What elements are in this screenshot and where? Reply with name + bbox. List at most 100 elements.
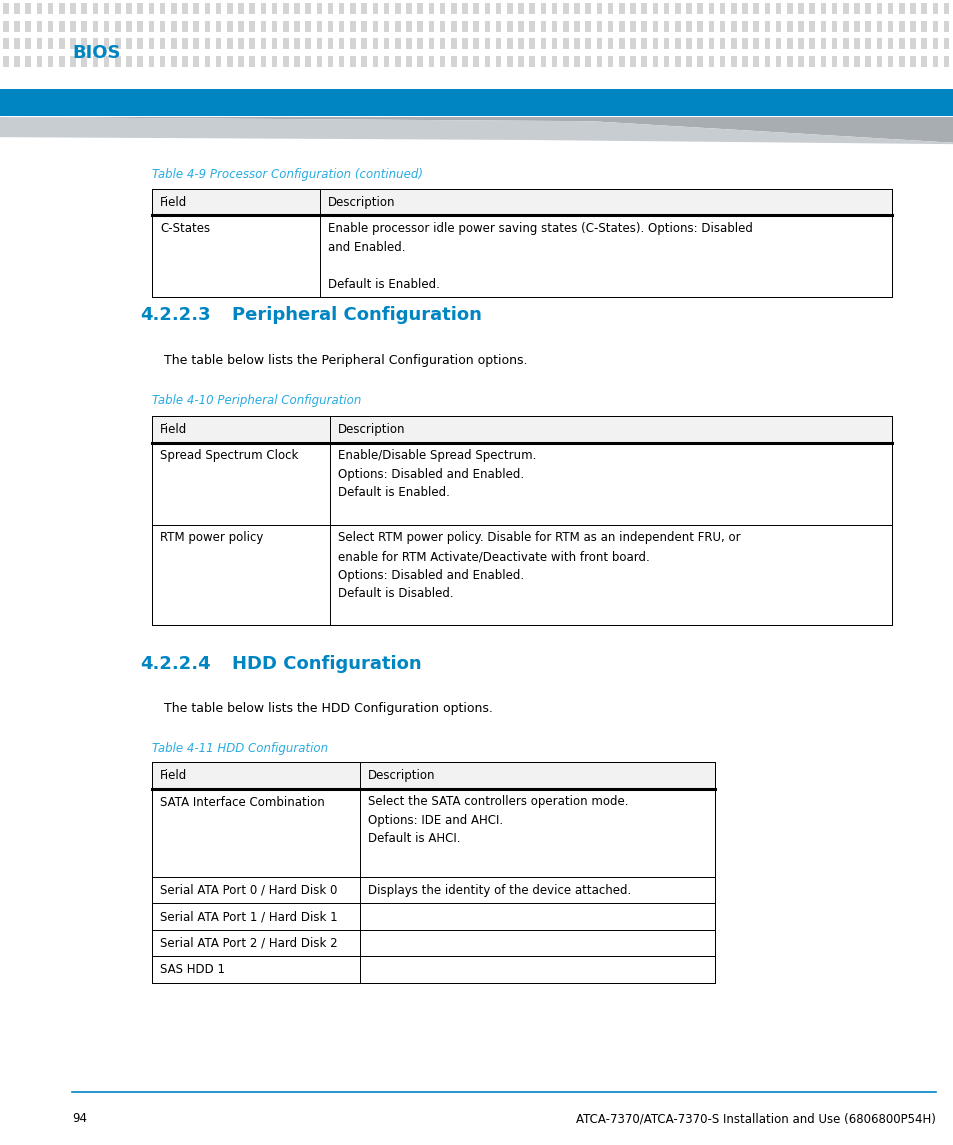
Bar: [71, 56, 75, 68]
Bar: [361, 3, 367, 15]
Bar: [786, 39, 792, 49]
Bar: [316, 56, 322, 68]
Bar: [763, 21, 769, 32]
Bar: [663, 39, 669, 49]
Bar: [59, 3, 65, 15]
Bar: [562, 21, 568, 32]
Bar: [137, 21, 143, 32]
Bar: [152, 189, 891, 215]
Bar: [876, 21, 882, 32]
Bar: [104, 21, 110, 32]
Bar: [517, 56, 523, 68]
Bar: [496, 3, 500, 15]
Text: Serial ATA Port 2 / Hard Disk 2: Serial ATA Port 2 / Hard Disk 2: [160, 937, 337, 949]
Bar: [652, 21, 658, 32]
Bar: [152, 763, 714, 982]
Bar: [305, 56, 311, 68]
Text: Description: Description: [328, 196, 395, 210]
Text: The table below lists the Peripheral Configuration options.: The table below lists the Peripheral Con…: [164, 354, 527, 368]
Bar: [921, 39, 926, 49]
Bar: [149, 39, 154, 49]
Bar: [675, 21, 679, 32]
Bar: [338, 56, 344, 68]
Bar: [92, 56, 98, 68]
Bar: [373, 56, 377, 68]
Bar: [741, 39, 747, 49]
Bar: [585, 39, 590, 49]
Text: Select the SATA controllers operation mode.
Options: IDE and AHCI.
Default is AH: Select the SATA controllers operation mo…: [368, 796, 628, 845]
Bar: [741, 56, 747, 68]
Text: SATA Interface Combination: SATA Interface Combination: [160, 796, 324, 808]
Bar: [753, 21, 758, 32]
Bar: [853, 3, 859, 15]
Bar: [316, 21, 322, 32]
Text: Field: Field: [160, 769, 187, 782]
Bar: [182, 21, 188, 32]
Text: HDD Configuration: HDD Configuration: [232, 655, 421, 673]
Bar: [26, 39, 30, 49]
Bar: [193, 56, 198, 68]
Bar: [249, 39, 254, 49]
Bar: [48, 3, 53, 15]
Bar: [361, 21, 367, 32]
Bar: [137, 3, 143, 15]
Bar: [193, 3, 198, 15]
Bar: [876, 39, 882, 49]
Bar: [786, 21, 792, 32]
Bar: [272, 39, 277, 49]
Bar: [898, 39, 903, 49]
Bar: [496, 21, 500, 32]
Bar: [741, 3, 747, 15]
Bar: [562, 3, 568, 15]
Bar: [249, 21, 254, 32]
Bar: [395, 3, 400, 15]
Bar: [786, 56, 792, 68]
Bar: [152, 956, 714, 982]
Bar: [171, 39, 176, 49]
Bar: [227, 39, 233, 49]
Bar: [3, 3, 9, 15]
Bar: [808, 39, 814, 49]
Bar: [876, 56, 882, 68]
Bar: [305, 3, 311, 15]
Bar: [540, 21, 545, 32]
Bar: [71, 39, 75, 49]
Bar: [152, 215, 891, 298]
Bar: [14, 3, 20, 15]
Bar: [517, 21, 523, 32]
Bar: [328, 39, 333, 49]
Bar: [697, 3, 702, 15]
Bar: [763, 39, 769, 49]
Bar: [305, 39, 311, 49]
Bar: [484, 21, 490, 32]
Bar: [898, 3, 903, 15]
Bar: [59, 21, 65, 32]
Bar: [126, 39, 132, 49]
Bar: [316, 3, 322, 15]
Bar: [92, 21, 98, 32]
Bar: [551, 56, 557, 68]
Bar: [517, 39, 523, 49]
Bar: [831, 3, 837, 15]
Bar: [26, 56, 30, 68]
Bar: [496, 56, 500, 68]
Bar: [842, 21, 847, 32]
Bar: [775, 56, 781, 68]
Bar: [730, 21, 736, 32]
Bar: [585, 56, 590, 68]
Bar: [618, 56, 624, 68]
Bar: [215, 21, 221, 32]
Bar: [451, 56, 456, 68]
Bar: [506, 21, 512, 32]
Bar: [0, 117, 953, 145]
Text: Table 4-10 Peripheral Configuration: Table 4-10 Peripheral Configuration: [152, 394, 361, 406]
Bar: [640, 39, 646, 49]
Bar: [798, 21, 802, 32]
Bar: [350, 3, 355, 15]
Bar: [283, 3, 288, 15]
Bar: [596, 21, 601, 32]
Bar: [786, 3, 792, 15]
Bar: [574, 39, 579, 49]
Bar: [428, 56, 434, 68]
Bar: [720, 39, 724, 49]
